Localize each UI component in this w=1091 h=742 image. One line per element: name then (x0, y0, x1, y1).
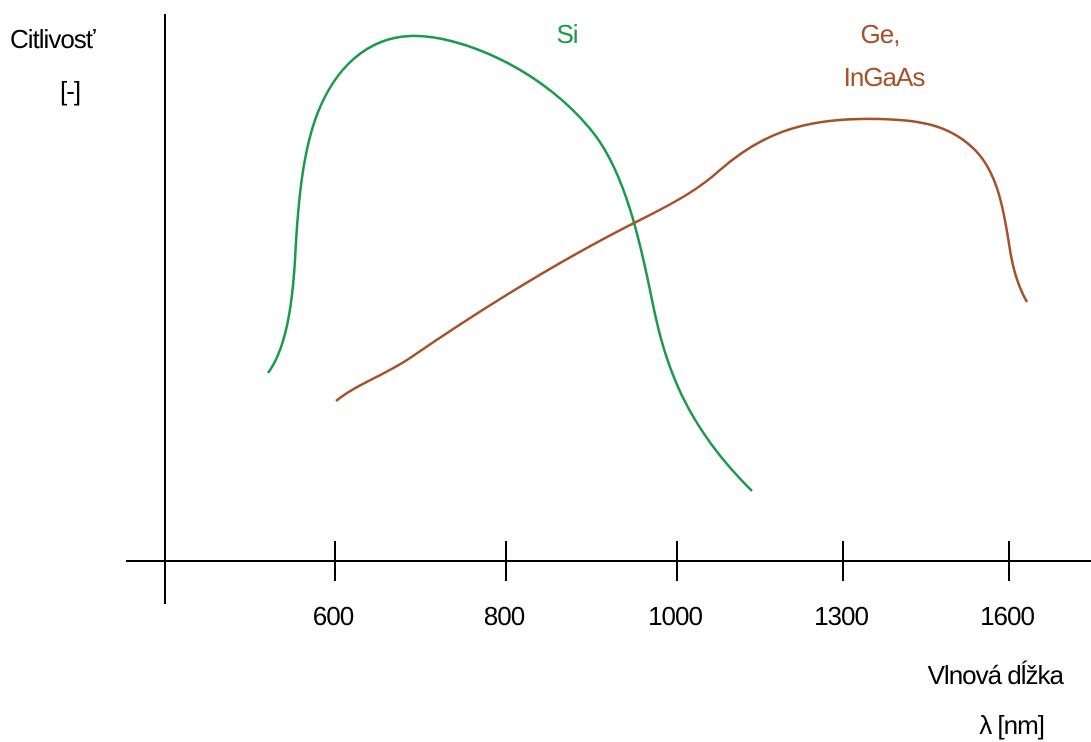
x-axis-label-line2: λ [nm] (979, 710, 1044, 740)
x-tick-label: 1600 (980, 601, 1034, 631)
x-tick-label: 600 (313, 601, 354, 631)
series-label-si: Si (556, 19, 577, 49)
series-label-ge-line2: InGaAs (844, 62, 926, 92)
series-si-line (266, 34, 753, 492)
x-tick-label: 800 (484, 601, 525, 631)
y-axis-label-line1: Citlivosť (10, 24, 96, 54)
series-label-ge-line1: Ge, (861, 19, 900, 49)
x-tick-label: 1000 (648, 601, 702, 631)
x-tick-label: 1300 (814, 601, 868, 631)
series-ge-ingaas-line (335, 117, 1029, 402)
y-axis-label-line2: [-] (60, 76, 80, 106)
x-axis-label-line1: Vlnová dĺžka (928, 660, 1065, 690)
